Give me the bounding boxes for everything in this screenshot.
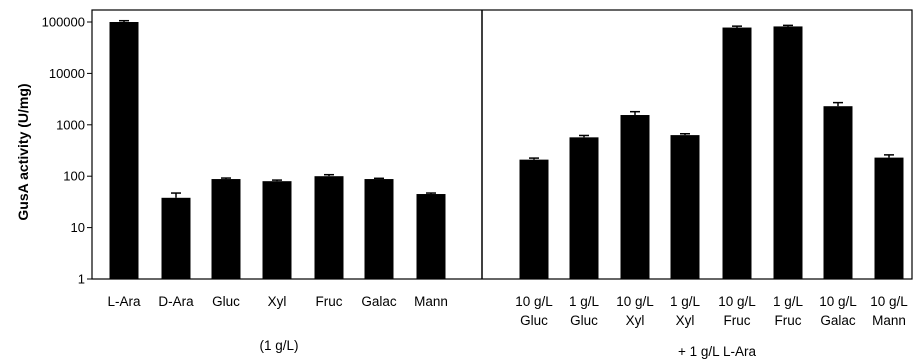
- category-label: 10 g/L: [870, 294, 908, 309]
- category-label: Fruc: [316, 294, 343, 309]
- group-label: + 1 g/L L-Ara: [678, 344, 756, 359]
- bar: [161, 197, 191, 279]
- category-label: Gluc: [570, 313, 598, 328]
- bar: [670, 135, 700, 279]
- category-label: Mann: [872, 313, 906, 328]
- bar: [569, 137, 599, 279]
- category-label: 10 g/L: [819, 294, 857, 309]
- category-label: Gluc: [520, 313, 548, 328]
- y-tick-label: 1: [78, 272, 85, 287]
- bars: [109, 19, 904, 280]
- bar: [620, 115, 650, 279]
- bar: [823, 106, 853, 280]
- category-label: 10 g/L: [616, 294, 654, 309]
- y-axis-title: GusA activity (U/mg): [15, 83, 31, 220]
- y-tick-label: 10: [71, 220, 85, 235]
- bar: [262, 181, 292, 279]
- bar: [416, 194, 446, 279]
- category-label: 1 g/L: [569, 294, 600, 309]
- category-label: Fruc: [775, 313, 802, 328]
- category-label: D-Ara: [158, 294, 194, 309]
- bar: [364, 179, 394, 279]
- category-label: 1 g/L: [773, 294, 804, 309]
- y-tick-label: 1000: [56, 117, 85, 132]
- bar: [722, 27, 752, 279]
- bar: [109, 22, 139, 279]
- category-label: Mann: [414, 294, 448, 309]
- plot-frame: [91, 9, 913, 280]
- bar: [874, 157, 904, 279]
- bar: [773, 26, 803, 280]
- group-label: (1 g/L): [259, 338, 298, 353]
- category-label: Gluc: [212, 294, 240, 309]
- y-tick-label: 100: [63, 169, 85, 184]
- category-label: 10 g/L: [515, 294, 553, 309]
- category-label: Galac: [820, 313, 856, 328]
- axes: [91, 9, 913, 280]
- y-tick-label: 100000: [42, 15, 85, 30]
- bar: [211, 179, 241, 279]
- group-labels: (1 g/L) + 1 g/L L-Ara: [259, 338, 756, 359]
- category-label: Xyl: [676, 313, 695, 328]
- category-label: Xyl: [268, 294, 287, 309]
- category-label: Galac: [361, 294, 397, 309]
- category-labels: L-Ara D-Ara Gluc Xyl Fruc Galac Mann 10 g/L Gluc…: [107, 294, 908, 328]
- y-ticks: 1 10 100 1000 10000 100000: [42, 15, 92, 287]
- y-tick-label: 10000: [49, 66, 85, 81]
- bar: [314, 176, 344, 279]
- category-label: 1 g/L: [670, 294, 701, 309]
- bar: [519, 159, 549, 279]
- category-label: 10 g/L: [718, 294, 756, 309]
- category-label: L-Ara: [107, 294, 141, 309]
- category-label: Xyl: [626, 313, 645, 328]
- category-label: Fruc: [724, 313, 751, 328]
